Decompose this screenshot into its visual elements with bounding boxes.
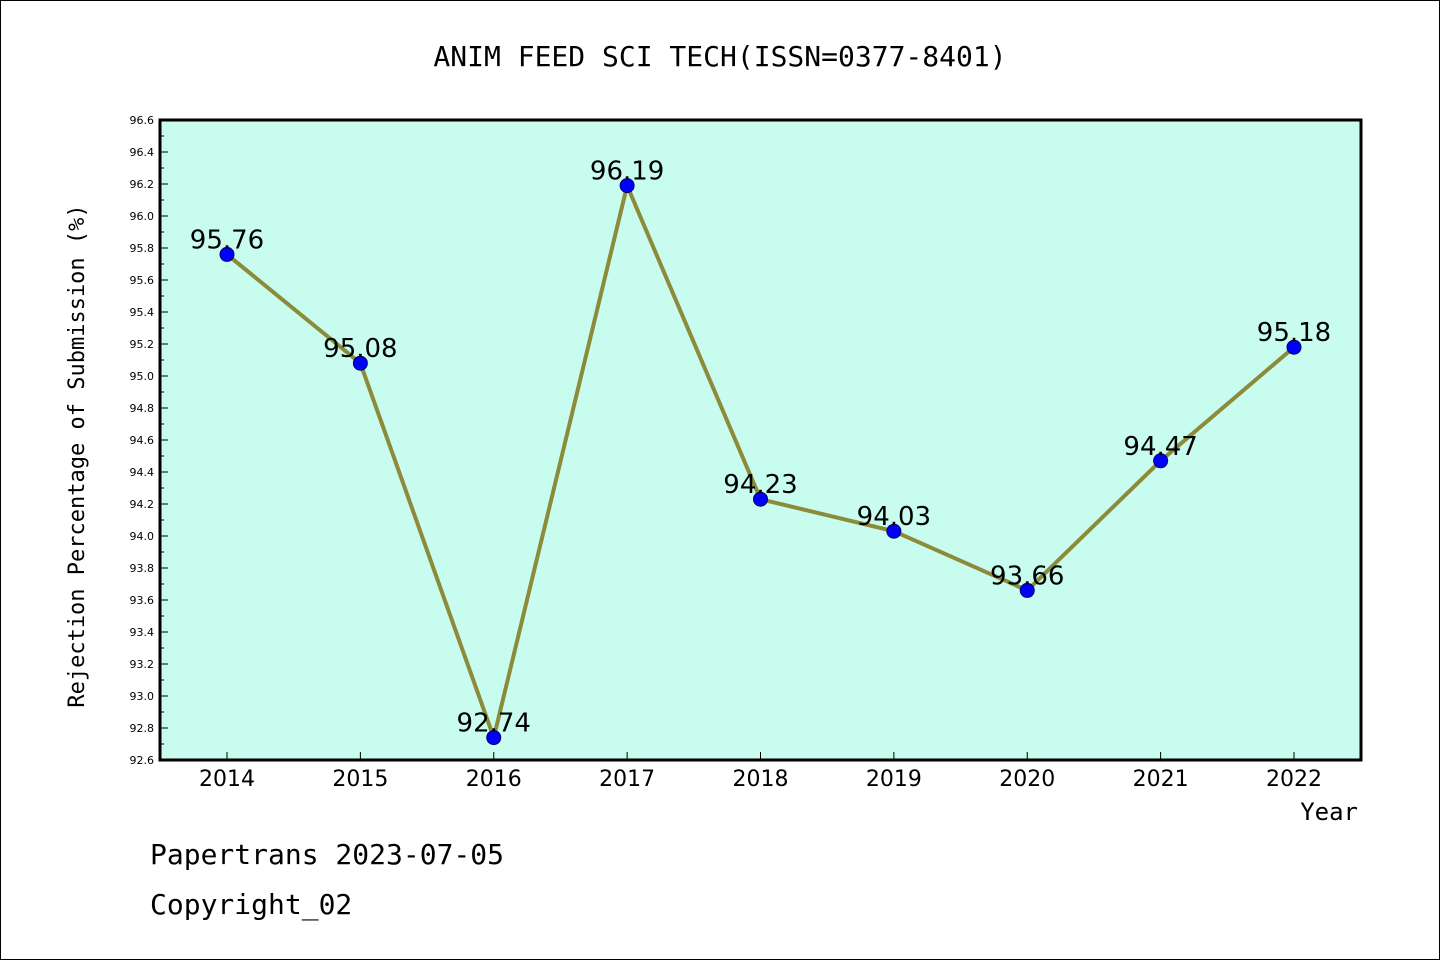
footer-line-2: Copyright_02: [150, 888, 352, 922]
y-tick-label: 95.0: [130, 370, 155, 383]
y-tick-label: 93.2: [130, 658, 155, 671]
x-tick-label: 2017: [599, 767, 655, 792]
y-tick-label: 94.8: [130, 402, 155, 415]
data-point: [753, 491, 768, 507]
y-tick-label: 96.2: [130, 178, 155, 191]
x-tick-label: 2022: [1266, 767, 1322, 792]
x-tick-label: 2018: [733, 767, 789, 792]
y-tick-label: 93.6: [130, 594, 155, 607]
data-label: 95.18: [1257, 318, 1331, 348]
data-labels: 95.76 95.08 92.74 96.19 94.23 94.03 93.66 94.47…: [190, 157, 1331, 739]
x-tick-label: 2016: [466, 767, 522, 792]
data-point: [219, 246, 235, 262]
y-tick-label: 95.2: [130, 338, 155, 351]
data-point: [1153, 453, 1169, 469]
x-tick-label: 2015: [332, 767, 388, 792]
data-label: 93.66: [990, 561, 1064, 591]
y-tick-label: 95.6: [130, 274, 155, 287]
x-tick-label: 2014: [199, 767, 255, 792]
y-tick-label: 92.8: [130, 722, 155, 735]
x-tick-label: 2021: [1133, 767, 1189, 792]
data-label: 95.08: [323, 334, 397, 364]
y-tick-label: 96.6: [130, 114, 155, 127]
series: [219, 178, 1302, 746]
data-point: [352, 355, 368, 371]
y-tick-label: 96.4: [130, 146, 155, 159]
y-tick-label: 95.4: [130, 306, 155, 319]
x-axis-label: Year: [1300, 798, 1358, 826]
x-tick-label: 2019: [866, 767, 922, 792]
data-point: [886, 523, 902, 539]
footer-line-1: Papertrans 2023-07-05: [150, 838, 504, 871]
data-point: [1019, 582, 1035, 598]
y-tick-label: 96.0: [130, 210, 155, 223]
data-label: 94.03: [857, 502, 931, 532]
y-tick-label: 94.0: [130, 530, 155, 543]
y-tick-label: 94.6: [130, 434, 155, 447]
data-label: 96.19: [590, 157, 664, 187]
y-tick-label: 95.8: [130, 242, 155, 255]
x-tick-label: 2020: [999, 767, 1055, 792]
data-label: 94.23: [723, 470, 797, 500]
y-tick-label: 93.8: [130, 562, 155, 575]
y-tick-label: 92.6: [130, 754, 155, 767]
data-point: [486, 730, 502, 746]
y-tick-label: 93.4: [130, 626, 155, 639]
plot-area: [158, 118, 1363, 762]
y-tick-label: 93.0: [130, 690, 155, 703]
y-tick-label: 94.2: [130, 498, 155, 511]
chart-title: ANIM FEED SCI TECH(ISSN=0377-8401): [433, 40, 1006, 73]
y-axis-label: Rejection Percentage of Submission (%): [65, 204, 90, 707]
data-label: 94.47: [1123, 432, 1197, 462]
data-point: [1286, 339, 1302, 355]
y-axis: 92.6 92.8 93.0 93.2 93.4 93.6 93.8 94.0 94.2 94.4…: [130, 114, 168, 767]
x-axis: 2014 2015 2016 2017 2018 2019 2020 2021 2022: [199, 752, 1322, 792]
data-point: [619, 178, 635, 194]
y-tick-label: 94.4: [130, 466, 155, 479]
data-label: 92.74: [457, 709, 531, 739]
data-label: 95.76: [190, 225, 264, 255]
